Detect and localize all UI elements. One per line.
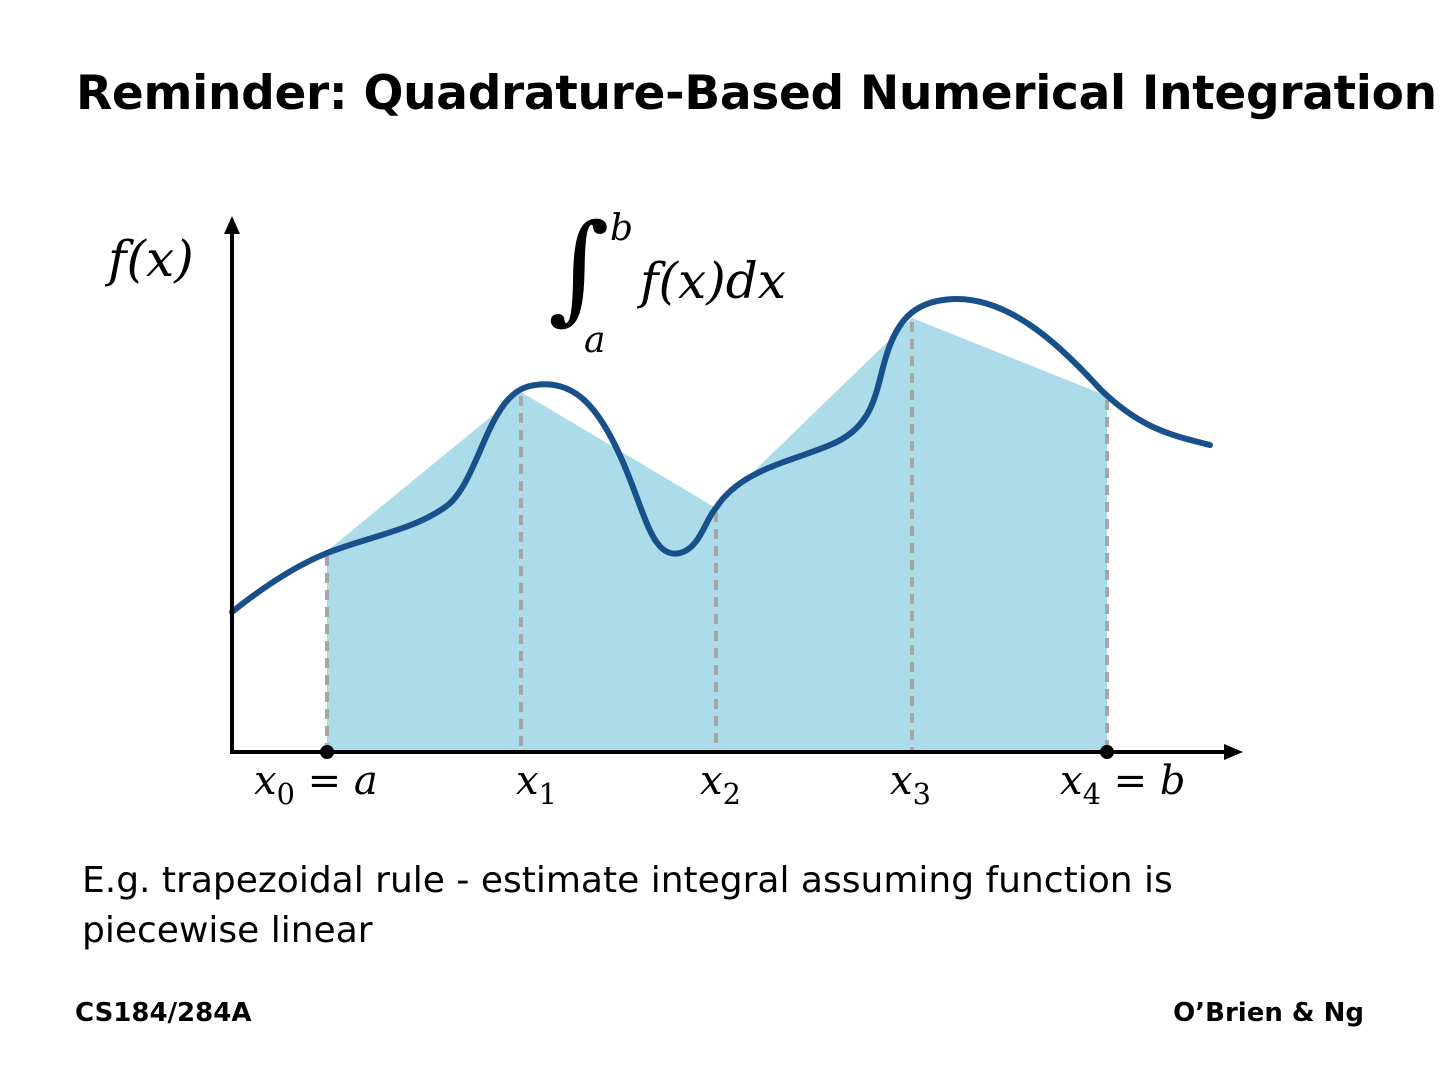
x-axis-arrow-icon (1224, 744, 1243, 760)
sample-lines (325, 322, 1109, 750)
slide-title: Reminder: Quadrature-Based Numerical Int… (76, 66, 1437, 121)
bullet-text: E.g. trapezoidal rule - estimate integra… (82, 860, 1173, 951)
course-code: CS184/284A (75, 998, 252, 1028)
integrand: f(x)dx (640, 252, 786, 310)
tick-label-x4: x4 = b (1060, 758, 1186, 812)
trapezoid-figure: f(x) ∫ b a f(x)dx x0 = a x1 x2 x3 x4 = b (108, 198, 1243, 812)
tick-label-x0: x0 = a (254, 758, 378, 812)
integral-upper-limit: b (610, 208, 634, 249)
tick-label-x3: x3 (890, 758, 931, 812)
integration-diagram (224, 216, 1243, 760)
y-axis-arrow-icon (224, 216, 240, 234)
function-curve (229, 295, 1213, 615)
y-axis-label: f(x) (108, 230, 194, 288)
authors: O’Brien & Ng (1173, 998, 1364, 1028)
integral-sign: ∫ (548, 198, 610, 336)
endpoint-b-dot (1100, 745, 1114, 759)
tick-label-x1: x1 (516, 758, 557, 812)
endpoint-a-dot (320, 745, 334, 759)
tick-label-x2: x2 (700, 758, 741, 812)
integral-lower-limit: a (584, 320, 606, 361)
